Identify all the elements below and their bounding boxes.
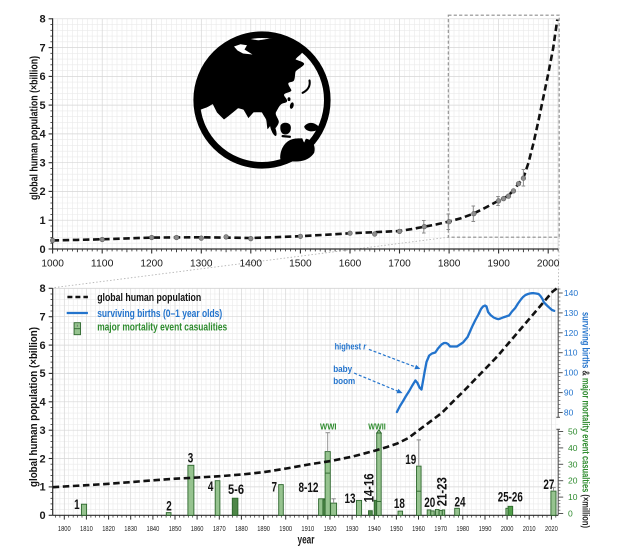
svg-text:2: 2	[166, 498, 172, 513]
svg-text:1: 1	[39, 482, 45, 494]
svg-text:1840: 1840	[147, 524, 160, 533]
svg-text:4: 4	[208, 479, 214, 494]
svg-text:WWII: WWII	[368, 421, 386, 431]
svg-text:110: 110	[564, 348, 578, 358]
svg-text:0: 0	[39, 510, 45, 522]
svg-text:3: 3	[39, 158, 45, 170]
svg-text:baby: baby	[333, 364, 353, 375]
svg-text:1880: 1880	[235, 524, 248, 533]
svg-text:1890: 1890	[257, 524, 270, 533]
svg-text:1980: 1980	[456, 524, 469, 533]
svg-text:2010: 2010	[523, 524, 536, 533]
svg-text:1950: 1950	[390, 524, 403, 533]
svg-text:1: 1	[74, 497, 80, 512]
svg-text:140: 140	[564, 288, 578, 298]
svg-text:1600: 1600	[339, 259, 362, 270]
svg-text:20: 20	[568, 476, 578, 486]
svg-text:90: 90	[564, 388, 574, 398]
svg-text:14-16: 14-16	[362, 473, 377, 502]
svg-text:80: 80	[564, 408, 574, 418]
svg-text:1940: 1940	[368, 524, 381, 533]
svg-text:10: 10	[568, 492, 578, 502]
svg-text:4: 4	[39, 129, 46, 141]
svg-text:7: 7	[39, 312, 45, 324]
svg-text:0: 0	[568, 509, 573, 519]
svg-text:1970: 1970	[434, 524, 447, 533]
svg-text:1800: 1800	[438, 259, 461, 270]
svg-text:5: 5	[39, 100, 45, 112]
svg-text:6: 6	[39, 340, 45, 352]
svg-text:19: 19	[405, 452, 416, 467]
svg-text:1900: 1900	[487, 259, 510, 270]
svg-text:18: 18	[394, 496, 405, 511]
svg-text:6: 6	[39, 71, 45, 83]
svg-text:global human population: global human population	[97, 292, 201, 304]
svg-text:global human population (×bill: global human population (×billion)	[28, 327, 40, 487]
svg-text:20: 20	[424, 495, 435, 510]
svg-text:1300: 1300	[190, 259, 213, 270]
svg-text:highest r: highest r	[335, 341, 368, 352]
svg-text:3: 3	[188, 451, 194, 466]
svg-text:1910: 1910	[301, 524, 314, 533]
svg-text:1500: 1500	[289, 259, 312, 270]
svg-text:1820: 1820	[102, 524, 115, 533]
svg-text:1870: 1870	[213, 524, 226, 533]
svg-text:1850: 1850	[169, 524, 182, 533]
svg-text:1400: 1400	[240, 259, 263, 270]
svg-text:100: 100	[564, 368, 578, 378]
svg-text:1860: 1860	[191, 524, 204, 533]
svg-text:7: 7	[271, 480, 277, 495]
svg-text:24: 24	[455, 494, 466, 509]
svg-text:1990: 1990	[479, 524, 492, 533]
svg-text:surviving births (0–1 year old: surviving births (0–1 year olds)	[97, 308, 222, 320]
svg-text:1900: 1900	[279, 524, 292, 533]
svg-text:5-6: 5-6	[228, 482, 244, 497]
svg-text:1830: 1830	[124, 524, 137, 533]
svg-text:8: 8	[39, 14, 45, 26]
svg-text:13: 13	[345, 491, 356, 506]
svg-text:1810: 1810	[80, 524, 93, 533]
svg-text:global human population (×bill: global human population (×billion)	[28, 56, 40, 200]
svg-text:1960: 1960	[412, 524, 425, 533]
svg-text:1920: 1920	[324, 524, 337, 533]
svg-text:120: 120	[564, 328, 578, 338]
svg-text:1: 1	[39, 215, 45, 227]
svg-text:3: 3	[39, 425, 45, 437]
svg-text:major mortality event casualit: major mortality event casualities	[97, 322, 227, 334]
svg-text:1700: 1700	[388, 259, 411, 270]
svg-text:1930: 1930	[346, 524, 359, 533]
svg-text:boom: boom	[333, 376, 355, 387]
svg-text:2000: 2000	[537, 259, 560, 270]
svg-text:50: 50	[568, 427, 578, 437]
svg-text:5: 5	[39, 368, 45, 380]
svg-text:7: 7	[39, 42, 45, 54]
svg-text:8: 8	[39, 283, 45, 295]
svg-text:year: year	[298, 535, 315, 547]
svg-text:2: 2	[39, 186, 45, 198]
svg-text:1200: 1200	[140, 259, 163, 270]
svg-text:27: 27	[543, 477, 554, 492]
svg-text:8-12: 8-12	[299, 480, 319, 495]
svg-text:surviving births & major morta: surviving births & major mortality event…	[580, 312, 592, 528]
svg-text:40: 40	[568, 443, 578, 453]
svg-text:2020: 2020	[545, 524, 558, 533]
svg-text:WWI: WWI	[320, 422, 337, 432]
svg-text:4: 4	[39, 397, 46, 409]
svg-text:1800: 1800	[58, 524, 71, 533]
svg-text:30: 30	[568, 459, 578, 469]
svg-text:2000: 2000	[501, 524, 514, 533]
svg-text:130: 130	[564, 308, 578, 318]
svg-text:25-26: 25-26	[498, 489, 523, 504]
svg-text:0: 0	[39, 244, 45, 256]
svg-text:1100: 1100	[91, 259, 114, 270]
svg-text:2: 2	[39, 453, 45, 465]
svg-text:1000: 1000	[41, 259, 64, 270]
svg-text:21-23: 21-23	[434, 477, 449, 506]
